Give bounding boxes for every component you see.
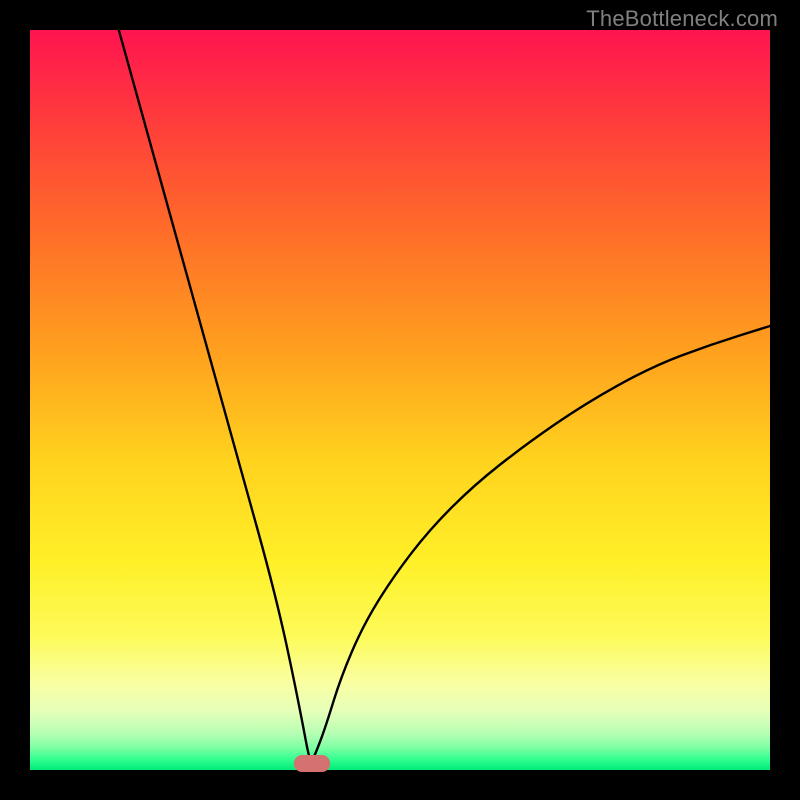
bottleneck-marker [294, 755, 330, 772]
gradient-background [30, 30, 770, 770]
source-watermark: TheBottleneck.com [586, 6, 778, 32]
plot-area [30, 30, 770, 770]
chart-frame: TheBottleneck.com [0, 0, 800, 800]
